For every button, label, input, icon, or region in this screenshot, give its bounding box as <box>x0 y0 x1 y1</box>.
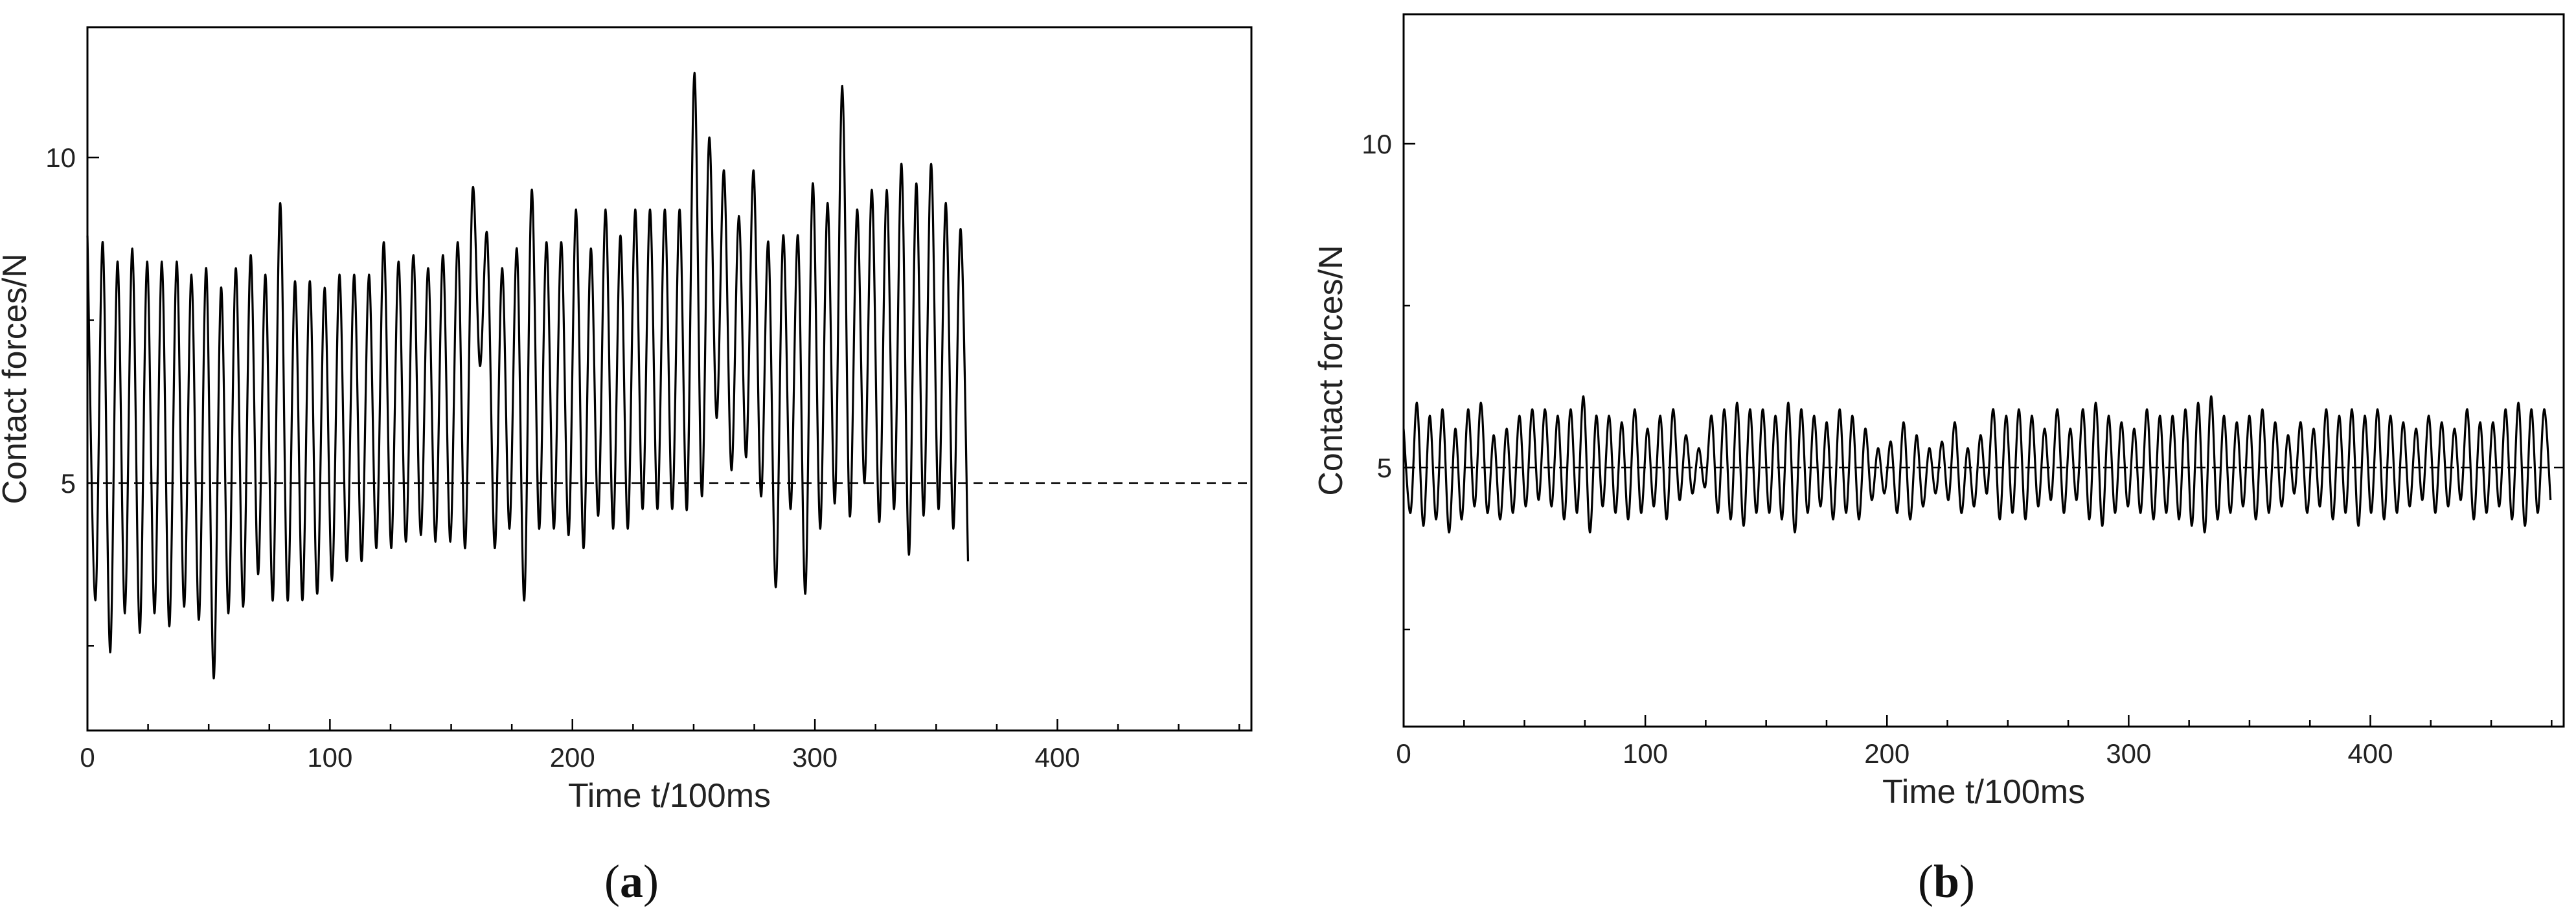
x-tick-label: 100 <box>307 742 352 773</box>
x-ticks-b: 0 100 200 300 400 <box>1396 715 2553 769</box>
x-tick-label: 0 <box>80 742 95 773</box>
y-tick-label: 5 <box>1377 453 1392 483</box>
x-tick-label: 200 <box>550 742 595 773</box>
series-line-b <box>1402 395 2552 534</box>
x-tick-label: 300 <box>792 742 838 773</box>
panel-label-b: (b) <box>1918 855 1975 907</box>
chart-panel-a: 0 100 200 300 400 5 10 Time t/100ms Contact f… <box>0 26 1253 907</box>
panel-label-a: (a) <box>604 855 659 907</box>
chart-panel-b: 0 100 200 300 400 5 10 Time t/100ms Contact f… <box>1312 13 2565 907</box>
panel-letter-b: b <box>1933 855 1959 907</box>
y-axis-label-b: Contact forces/N <box>1312 245 1350 495</box>
plot-frame-b <box>1402 13 2565 728</box>
y-tick-label: 10 <box>45 142 76 173</box>
x-axis-label-b: Time t/100ms <box>1882 773 2085 811</box>
x-tick-label: 300 <box>2106 738 2151 769</box>
panel-letter-a: a <box>620 855 643 907</box>
x-tick-label: 400 <box>1034 742 1080 773</box>
x-tick-label: 0 <box>1396 738 1411 769</box>
y-tick-label: 10 <box>1362 129 1392 159</box>
x-tick-label: 100 <box>1623 738 1668 769</box>
x-tick-label: 200 <box>1864 738 1909 769</box>
y-axis-label-a: Contact forces/N <box>0 253 34 504</box>
series-line-a <box>86 71 970 680</box>
y-ticks-a: 5 10 <box>45 142 99 647</box>
x-tick-label: 400 <box>2347 738 2393 769</box>
y-ticks-b: 5 10 <box>1362 129 1415 631</box>
x-ticks-a: 0 100 200 300 400 <box>80 719 1240 773</box>
y-tick-label: 5 <box>61 468 76 499</box>
x-axis-label-a: Time t/100ms <box>568 777 771 815</box>
plot-frame-a <box>86 26 1253 732</box>
